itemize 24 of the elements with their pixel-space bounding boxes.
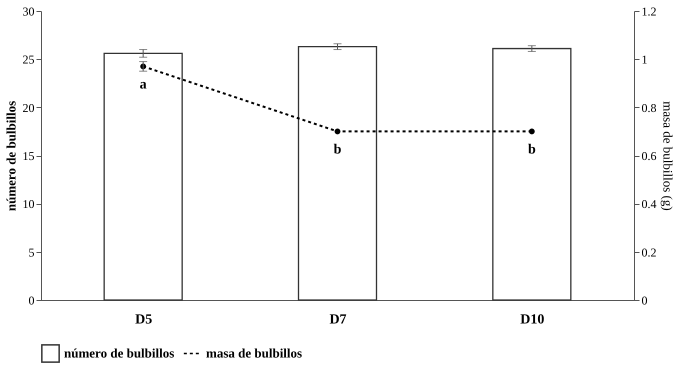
x-tick-label: D10: [520, 312, 544, 328]
legend-label: número de bulbillos: [64, 346, 174, 360]
y-tick-label: 5: [28, 245, 34, 260]
y-tick-label: 15: [22, 149, 34, 163]
y2-tick-label: 0.6: [642, 149, 656, 163]
annotation: b: [528, 142, 536, 158]
y-tick-label: 0: [28, 294, 34, 308]
y2-tick-label: 0.2: [642, 245, 656, 260]
y2-tick-label: 0.4: [642, 197, 656, 212]
y2-tick-label: 1: [642, 52, 648, 67]
y-axis-title: número de bulbillos: [4, 100, 18, 212]
y2-tick-label: 0: [642, 294, 648, 308]
y2-tick-label: 1.2: [642, 4, 656, 18]
x-tick-label: D7: [329, 312, 347, 328]
y2-axis-title: masa de bulbillos (g): [660, 101, 676, 211]
legend-label: masa de bulbillos: [206, 346, 302, 360]
y-tick-label: 20: [22, 100, 34, 115]
x-tick-label: D5: [135, 312, 152, 328]
y-tick-label: 10: [22, 197, 34, 212]
annotation: b: [334, 142, 342, 158]
y-tick-label: 30: [22, 4, 34, 18]
y-tick-label: 25: [22, 52, 34, 67]
annotation: a: [140, 77, 147, 92]
y2-tick-label: 0.8: [642, 100, 656, 115]
